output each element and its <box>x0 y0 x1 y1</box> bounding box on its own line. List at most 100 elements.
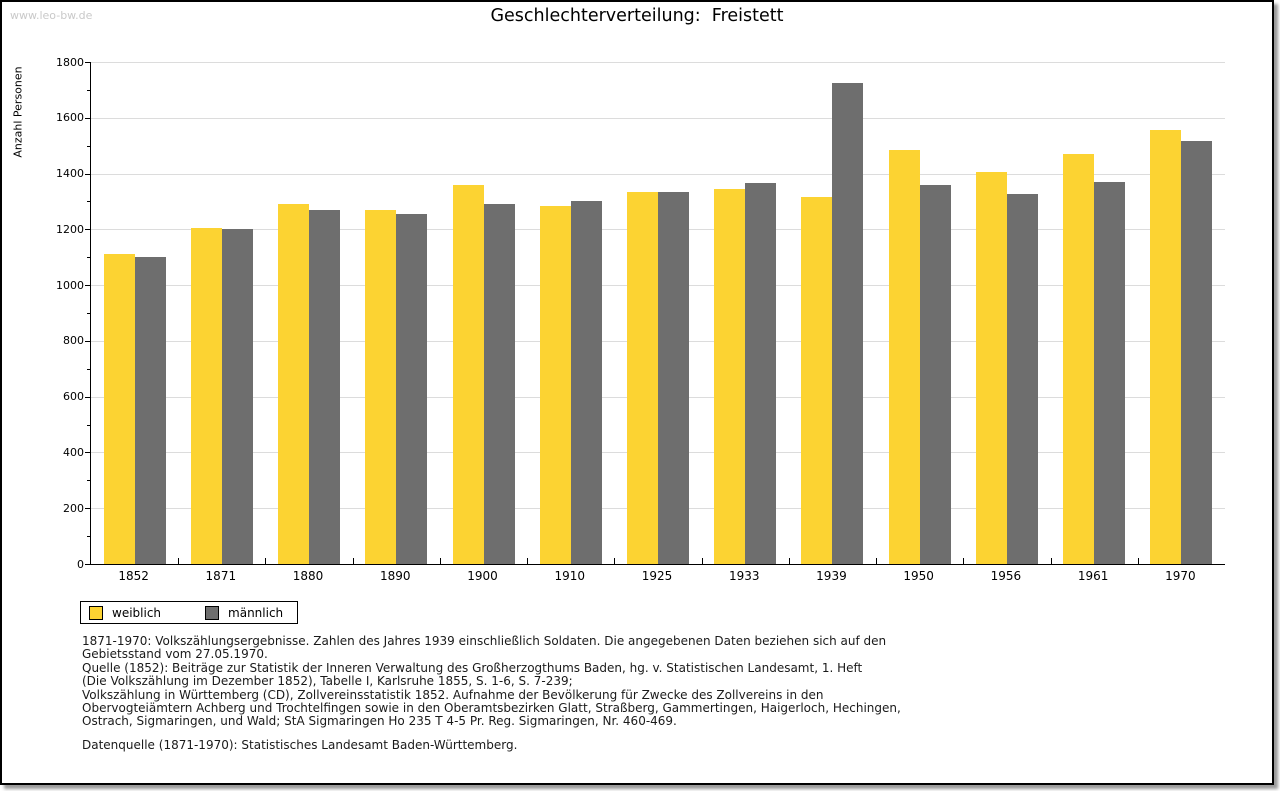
x-boundary-tick <box>178 558 180 564</box>
bar-weiblich-1961 <box>1063 154 1095 564</box>
bar-männlich-1871 <box>221 229 253 564</box>
x-boundary-tick <box>614 558 616 564</box>
y-major-tick <box>85 452 90 454</box>
x-tick-label-1950: 1950 <box>903 569 934 583</box>
page-title: Geschlechterverteilung: Freistett <box>490 6 784 26</box>
footnote-line: Volkszählung in Württemberg (CD), Zollve… <box>82 687 824 702</box>
x-tick-label-1890: 1890 <box>380 569 411 583</box>
bar-männlich-1852 <box>134 257 166 564</box>
y-major-tick <box>85 117 90 119</box>
y-tick-label-200: 200 <box>63 501 84 515</box>
bar-weiblich-1970 <box>1150 130 1182 564</box>
y-minor-tick <box>87 201 90 203</box>
bar-männlich-1910 <box>570 201 602 564</box>
y-major-tick <box>85 340 90 342</box>
bar-weiblich-1871 <box>190 227 222 564</box>
x-boundary-tick <box>963 558 965 564</box>
y-tick-label-0: 0 <box>77 557 84 571</box>
gridline-1600 <box>91 117 1225 119</box>
legend-label-maennlich: männlich <box>228 605 284 620</box>
y-minor-tick <box>87 424 90 426</box>
x-boundary-tick <box>701 558 703 564</box>
bar-weiblich-1852 <box>103 254 135 564</box>
bar-weiblich-1880 <box>278 204 310 564</box>
x-boundary-tick <box>788 558 790 564</box>
y-tick-label-1800: 1800 <box>56 55 84 69</box>
y-minor-tick <box>87 313 90 314</box>
x-boundary-tick <box>352 558 354 564</box>
legend-label-weiblich: weiblich <box>112 605 162 620</box>
x-boundary-tick <box>265 558 267 564</box>
bar-weiblich-1939 <box>801 197 833 564</box>
bar-männlich-1961 <box>1094 181 1126 564</box>
y-tick-label-600: 600 <box>63 390 84 404</box>
x-tick-label-1880: 1880 <box>292 569 324 583</box>
y-tick-label-800: 800 <box>63 334 84 348</box>
y-tick-label-1200: 1200 <box>56 222 84 236</box>
x-boundary-tick <box>527 558 529 564</box>
y-minor-tick <box>87 257 90 259</box>
x-tick-label-1933: 1933 <box>728 569 760 583</box>
y-tick-label-1400: 1400 <box>56 167 84 181</box>
footnotes: 1871-1970: Volkszählungsergebnisse. Zahl… <box>82 634 901 752</box>
watermark: www.leo-bw.de <box>10 9 93 22</box>
bar-männlich-1925 <box>658 191 689 564</box>
bar-männlich-1933 <box>745 183 777 564</box>
footnote-line: (Die Volkszählung im Dezember 1852), Tab… <box>82 674 573 689</box>
y-minor-tick <box>87 536 90 538</box>
x-tick-label-1900: 1900 <box>467 569 498 583</box>
plot-area <box>90 62 1225 565</box>
x-boundary-tick <box>439 558 441 564</box>
legend-item-maennlich: männlich <box>205 605 284 620</box>
y-minor-tick <box>87 145 90 147</box>
legend-swatch-maennlich <box>205 605 220 620</box>
y-major-tick <box>85 508 90 510</box>
bar-männlich-1880 <box>309 209 341 564</box>
bar-weiblich-1900 <box>452 184 484 564</box>
footnote-line: Quelle (1852): Beiträge zur Statistik de… <box>82 660 863 675</box>
x-tick-label-1970: 1970 <box>1165 569 1196 583</box>
x-tick-label-1910: 1910 <box>554 569 586 583</box>
legend-swatch-weiblich <box>89 605 103 620</box>
y-tick-label-1000: 1000 <box>56 278 84 292</box>
y-minor-tick <box>87 89 90 91</box>
x-boundary-tick <box>1050 558 1052 564</box>
x-boundary-tick <box>876 558 878 564</box>
gridline-1400 <box>91 173 1225 175</box>
gridline-1800 <box>91 62 1225 63</box>
x-tick-label-1925: 1925 <box>641 569 673 583</box>
bar-weiblich-1925 <box>627 191 658 564</box>
y-minor-tick <box>87 368 90 370</box>
y-major-tick <box>85 564 90 565</box>
bar-männlich-1970 <box>1181 141 1213 564</box>
bar-männlich-1890 <box>396 214 428 564</box>
y-major-tick <box>85 396 90 398</box>
x-tick-label-1852: 1852 <box>118 569 149 583</box>
x-tick-label-1956: 1956 <box>990 569 1022 583</box>
bar-weiblich-1910 <box>539 205 571 564</box>
datasource-line: Datenquelle (1871-1970): Statistisches L… <box>82 737 518 752</box>
bar-männlich-1956 <box>1006 194 1038 564</box>
x-tick-label-1871: 1871 <box>205 569 237 583</box>
bar-männlich-1950 <box>919 184 951 564</box>
bar-weiblich-1933 <box>714 188 746 564</box>
y-tick-label-400: 400 <box>63 445 84 459</box>
x-boundary-tick <box>1137 558 1139 564</box>
y-minor-tick <box>87 480 90 482</box>
bar-weiblich-1950 <box>888 149 920 564</box>
legend: weiblich männlich <box>80 601 299 624</box>
bar-männlich-1939 <box>832 82 864 564</box>
x-tick-label-1961: 1961 <box>1077 569 1109 583</box>
bar-weiblich-1890 <box>365 209 397 564</box>
y-major-tick <box>85 229 90 231</box>
x-tick-label-1939: 1939 <box>816 569 847 583</box>
footnote-line: Gebietsstand vom 27.05.1970. <box>82 647 268 662</box>
bar-männlich-1900 <box>483 204 515 564</box>
bar-weiblich-1956 <box>975 172 1007 564</box>
y-major-tick <box>85 62 90 63</box>
legend-item-weiblich: weiblich <box>89 605 162 620</box>
footnote-line: Ostrach, Sigmaringen, und Wald; StA Sigm… <box>82 714 677 729</box>
y-tick-label-1600: 1600 <box>56 111 84 125</box>
y-major-tick <box>85 173 90 175</box>
